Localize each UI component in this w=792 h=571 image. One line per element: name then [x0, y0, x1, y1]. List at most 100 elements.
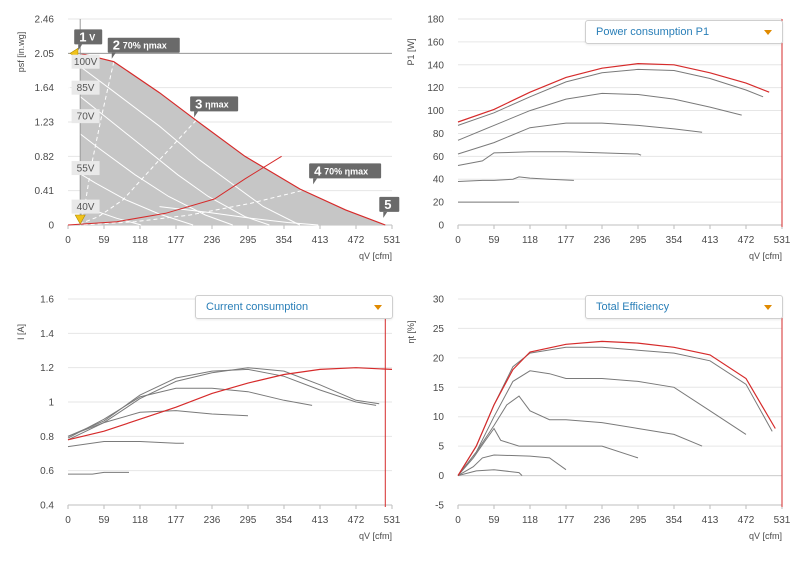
- voltage-curve-2: [67, 86, 270, 226]
- marker-box: [309, 163, 382, 179]
- series-line-2: [67, 368, 377, 437]
- current-chart: 0.4 0.6 0.8 1 1.2 1.4 1.6 0 59 118 177 236 295 354 413…: [16, 295, 401, 542]
- voltage-label-bg: [71, 199, 100, 214]
- y-tick-label: 0.8: [40, 432, 54, 443]
- series-line-4: [67, 410, 249, 441]
- x-tick-label: 59: [488, 235, 500, 246]
- x-tick-label: 236: [594, 235, 611, 246]
- y-tick-label: 0.4: [40, 501, 54, 512]
- x-tick-label: 472: [738, 515, 755, 526]
- current-dropdown-label: Current consumption: [206, 301, 309, 313]
- x-tick-label: 295: [240, 515, 257, 526]
- x-tick-label: 354: [666, 515, 683, 526]
- y-tick-label: 2.05: [35, 49, 55, 60]
- y-tick-label: 40: [433, 175, 445, 186]
- x-tick-label: 531: [384, 235, 401, 246]
- efficiency-chart: -5 0 5 10 15 20 25 30 0 59 118 177 236 295 354 413 472 53…: [406, 295, 791, 542]
- efficiency-dropdown-label: Total Efficiency: [596, 301, 670, 313]
- series-line-4: [457, 151, 642, 166]
- x-tick-label: 118: [522, 515, 538, 526]
- x-tick-label: 59: [98, 235, 110, 246]
- y-tick-label: 25: [433, 324, 445, 335]
- y-axis-title: P1 [W]: [406, 38, 416, 65]
- x-axis-title: qV [cfm]: [359, 251, 392, 261]
- marker-box: [379, 196, 400, 212]
- x-tick-label: 0: [65, 515, 71, 526]
- y-tick-label: 80: [433, 129, 445, 140]
- efficiency-dashed-curve-3: [80, 186, 316, 226]
- y-tick-label: 0.6: [40, 466, 54, 477]
- y-tick-label: 1.2: [40, 363, 54, 374]
- efficiency-metric-dropdown[interactable]: Total Efficiency: [585, 295, 783, 319]
- series-line-3: [67, 387, 313, 439]
- current-metric-dropdown[interactable]: Current consumption: [195, 295, 393, 319]
- y-tick-label: -5: [435, 501, 444, 512]
- chevron-down-icon: [764, 30, 772, 35]
- y-tick-label: 15: [433, 383, 445, 394]
- marker-number: 3: [195, 96, 202, 111]
- power-metric-dropdown[interactable]: Power consumption P1: [585, 20, 783, 44]
- voltage-label: 85V: [77, 83, 95, 94]
- x-tick-label: 59: [98, 515, 110, 526]
- voltage-label-bg: [71, 54, 100, 69]
- power-dropdown-label: Power consumption P1: [596, 26, 710, 38]
- marker-box: [74, 29, 103, 45]
- chevron-down-icon: [374, 305, 382, 310]
- series-line-5: [457, 176, 574, 182]
- max-series-line: [67, 367, 393, 441]
- x-tick-label: 177: [558, 515, 575, 526]
- x-tick-label: 354: [276, 235, 293, 246]
- efficiency-dashed-curve-2: [77, 119, 197, 226]
- voltage-label-bg: [71, 80, 100, 95]
- y-tick-label: 1.64: [35, 83, 55, 94]
- series-line-5: [67, 441, 184, 448]
- x-tick-label: 295: [630, 515, 647, 526]
- series-line-2: [457, 370, 747, 476]
- marker-box: [190, 96, 239, 112]
- y-tick-label: 0.41: [35, 186, 55, 197]
- series-line-5: [457, 454, 567, 477]
- x-tick-label: 236: [204, 515, 221, 526]
- marker-number: 5: [384, 197, 391, 212]
- x-tick-label: 0: [65, 235, 71, 246]
- x-tick-label: 0: [455, 235, 461, 246]
- series-line-1: [457, 346, 773, 476]
- y-tick-label: 1.4: [40, 329, 54, 340]
- marker-box: [107, 37, 180, 53]
- y-tick-label: 100: [427, 106, 444, 117]
- marker-pointer: [313, 178, 318, 185]
- marker-label: 70% ηmax: [324, 166, 368, 176]
- voltage-curve-1: [67, 57, 301, 226]
- voltage-curve-3: [67, 124, 233, 226]
- x-tick-label: 118: [132, 515, 148, 526]
- y-tick-label: 30: [433, 295, 445, 306]
- max-series-line: [457, 62, 770, 123]
- y-tick-label: 0: [438, 221, 444, 232]
- y-tick-label: 120: [427, 83, 444, 94]
- marker-number: 1: [79, 29, 86, 44]
- marker-number: 4: [314, 163, 322, 178]
- working-point-x-marker: [74, 214, 86, 225]
- x-tick-label: 413: [702, 235, 719, 246]
- marker-number: 2: [113, 38, 120, 53]
- y-tick-label: 10: [433, 412, 445, 423]
- x-tick-label: 236: [594, 515, 611, 526]
- y-tick-label: 1.6: [40, 295, 54, 306]
- y-tick-label: 160: [427, 37, 444, 48]
- x-tick-label: 472: [348, 515, 365, 526]
- max-series-line: [457, 340, 776, 476]
- x-tick-label: 354: [666, 235, 683, 246]
- series-line-1: [457, 68, 764, 126]
- marker-pointer: [111, 52, 116, 59]
- marker-pointer: [194, 111, 199, 118]
- x-tick-label: 59: [488, 515, 500, 526]
- y-tick-label: 60: [433, 152, 445, 163]
- series-line-2: [457, 92, 742, 141]
- voltage-label-bg: [71, 161, 100, 176]
- y-tick-label: 2.46: [35, 15, 55, 26]
- y-tick-label: 0: [48, 221, 54, 232]
- operating-area: [80, 53, 386, 225]
- x-axis-title: qV [cfm]: [359, 531, 392, 541]
- x-tick-label: 413: [312, 235, 329, 246]
